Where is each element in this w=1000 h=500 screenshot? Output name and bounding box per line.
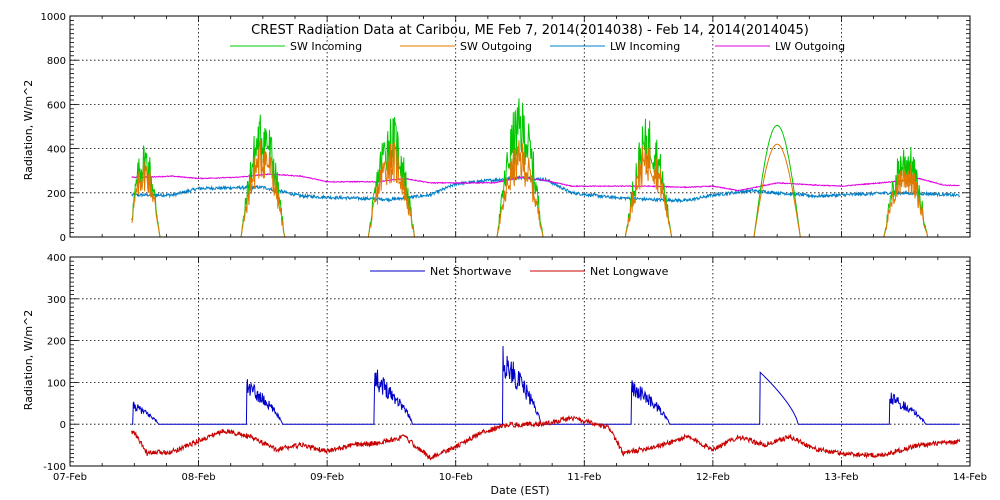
y-tick-label: 200 bbox=[47, 337, 66, 348]
x-tick-label: 13-Feb bbox=[824, 472, 858, 483]
y-tick-label: 200 bbox=[47, 189, 66, 200]
y-tick-label: 1000 bbox=[41, 12, 66, 23]
legend-label: LW Incoming bbox=[610, 40, 680, 53]
y-tick-label: 600 bbox=[47, 100, 66, 111]
x-tick-label: 09-Feb bbox=[310, 472, 344, 483]
bottom-panel-series bbox=[131, 345, 961, 461]
y-tick-label: 0 bbox=[60, 420, 66, 431]
x-tick-label: 14-Feb bbox=[953, 472, 987, 483]
bottom-panel-y-ticks: -100 0 100 200 300 400 bbox=[43, 253, 970, 473]
legend-label: SW Incoming bbox=[290, 40, 362, 53]
x-tick-label: 08-Feb bbox=[182, 472, 216, 483]
y-tick-label: 0 bbox=[60, 233, 66, 244]
top-y-axis-label: Radiation, W/m^2 bbox=[22, 80, 35, 181]
x-tick-label: 12-Feb bbox=[696, 472, 730, 483]
legend-label: LW Outgoing bbox=[775, 40, 845, 53]
x-axis-label: Date (EST) bbox=[490, 484, 549, 497]
top-legend: SW Incoming SW Outgoing LW Incoming LW Outg… bbox=[230, 40, 845, 53]
x-tick-label: 11-Feb bbox=[567, 472, 601, 483]
series-net-longwave bbox=[131, 414, 961, 461]
bottom-y-axis-label: Radiation, W/m^2 bbox=[22, 310, 35, 411]
top-panel-y-ticks: 0 200 400 600 800 1000 bbox=[41, 12, 970, 244]
series-lw-incoming bbox=[131, 175, 961, 204]
bottom-panel-grid bbox=[70, 257, 970, 466]
y-tick-label: 400 bbox=[47, 145, 66, 156]
y-tick-label: 400 bbox=[47, 253, 66, 264]
legend-label: Net Longwave bbox=[590, 265, 669, 278]
legend-label: SW Outgoing bbox=[460, 40, 532, 53]
legend-label: Net Shortwave bbox=[430, 265, 512, 278]
top-panel-grid bbox=[70, 16, 970, 237]
x-axis-ticks: 07-Feb 08-Feb 09-Feb 10-Feb 11-Feb 12-Feb 13-F… bbox=[53, 16, 987, 483]
chart-title: CREST Radiation Data at Caribou, ME Feb … bbox=[251, 23, 809, 38]
x-tick-label: 10-Feb bbox=[439, 472, 473, 483]
y-tick-label: -100 bbox=[43, 462, 66, 473]
y-tick-label: 800 bbox=[47, 56, 66, 67]
y-tick-label: 100 bbox=[47, 378, 66, 389]
y-tick-label: 300 bbox=[47, 295, 66, 306]
x-tick-label: 07-Feb bbox=[53, 472, 87, 483]
bottom-legend: Net Shortwave Net Longwave bbox=[370, 265, 669, 278]
